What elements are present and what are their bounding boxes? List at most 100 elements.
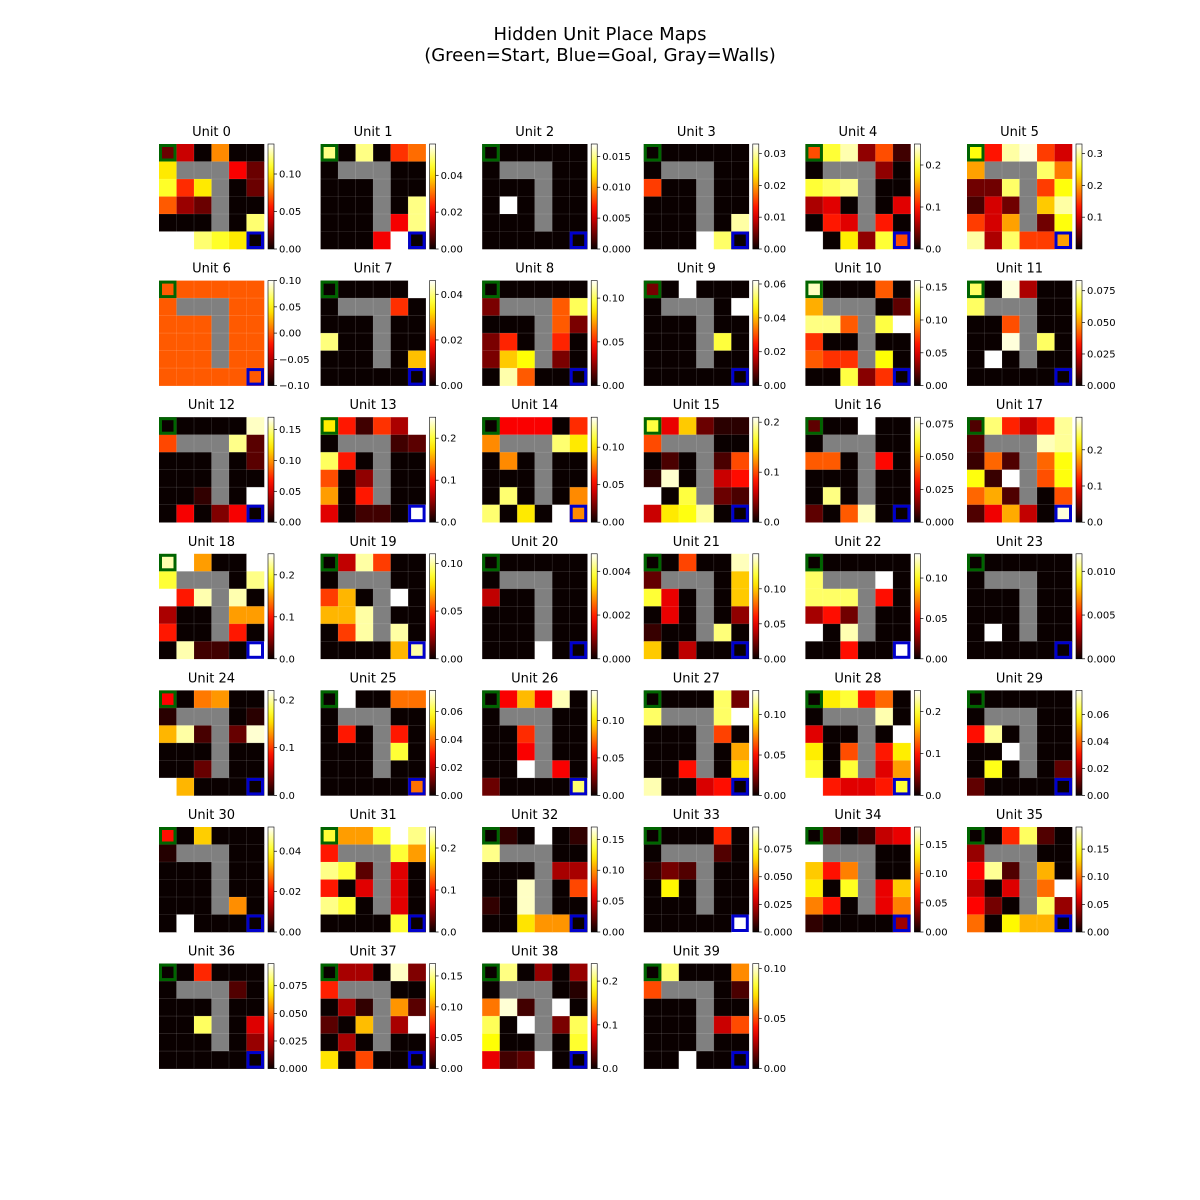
heatmap-cell (373, 844, 391, 863)
heatmap-cell (731, 452, 750, 470)
heatmap-cell (840, 879, 859, 898)
colorbar-tick-label: 0.05 (764, 1014, 786, 1025)
heatmap-cell (176, 862, 195, 880)
heatmap-cell (857, 504, 876, 523)
heatmap-cell (713, 161, 732, 180)
heatmap-cell (194, 333, 212, 351)
heatmap-cell (229, 417, 247, 435)
heatmap-cell (840, 777, 859, 796)
heatmap-cell (246, 981, 265, 999)
colorbar-tick-label: −0.05 (279, 355, 310, 366)
heatmap-cell (517, 998, 535, 1017)
heatmap-cell (552, 571, 570, 590)
heatmap-cell (1002, 862, 1020, 880)
heatmap-cell (355, 553, 374, 572)
colorbar-tick-label: 0.02 (441, 763, 463, 774)
heatmap-cell (482, 315, 500, 334)
heatmap-cell (194, 742, 212, 761)
colorbar-tick-label: 0.06 (441, 707, 463, 718)
heatmap-cell (805, 571, 824, 590)
heatmap-cell (713, 690, 732, 709)
heatmap-cell (534, 862, 553, 880)
heatmap-cell (1002, 707, 1020, 726)
heatmap-cell (499, 588, 518, 607)
heatmap-cell (713, 1033, 732, 1052)
heatmap-cell (661, 623, 680, 642)
heatmap-cell (229, 963, 247, 982)
heatmap-cell (643, 760, 662, 779)
heatmap-cell (482, 144, 500, 162)
heatmap-cell (482, 214, 500, 232)
colorbar (590, 553, 598, 660)
heatmap-cell (1037, 417, 1055, 435)
heatmap-cell (805, 707, 824, 726)
heatmap-cell (696, 298, 715, 316)
panel-title: Unit 37 (350, 945, 397, 960)
heatmap-cell (678, 350, 697, 369)
heatmap-cell (338, 707, 356, 726)
heatmap-cell (552, 144, 570, 162)
heatmap-cell (569, 196, 588, 215)
heatmap-cell (1054, 214, 1073, 232)
heatmap-cell (696, 487, 715, 505)
heatmap-cell (552, 606, 570, 625)
heatmap-cell (731, 161, 750, 180)
heatmap-cell (408, 998, 426, 1017)
heatmap-cell (355, 588, 374, 607)
colorbar-tick-label: 0.00 (279, 245, 301, 256)
colorbar-tick-label: 0.05 (279, 207, 301, 218)
heatmap-cell (661, 981, 680, 999)
heatmap-cell (731, 368, 750, 386)
heatmap-cell (246, 844, 265, 863)
heatmap-cell (338, 879, 356, 898)
heatmap-cell (967, 553, 985, 572)
heatmap-cell (355, 606, 374, 625)
heatmap-cell (338, 487, 356, 505)
heatmap-cell (194, 623, 212, 642)
heatmap-cell (1037, 333, 1055, 351)
heatmap-cell (246, 487, 265, 505)
heatmap-cell (373, 897, 391, 915)
heatmap-cell (840, 571, 859, 590)
heatmap-cell (482, 725, 500, 744)
colorbar (752, 416, 760, 523)
colorbar-tick-label: 0.0 (602, 1064, 618, 1075)
heatmap-cell (355, 827, 374, 845)
heatmap-cell (229, 196, 247, 215)
heatmap-cell (408, 981, 426, 999)
heatmap-cell (984, 742, 1003, 761)
heatmap-cell (320, 571, 339, 590)
panel-title: Unit 28 (834, 671, 881, 686)
colorbar (429, 690, 436, 796)
goal-marker (892, 914, 911, 932)
heatmap-cell (194, 981, 212, 999)
heatmap-cell (552, 333, 570, 351)
heatmap-cell (373, 963, 391, 982)
heatmap-cell (194, 161, 212, 180)
heatmap-cell (643, 214, 662, 232)
heatmap-cell (517, 231, 535, 250)
heatmap-cell (967, 298, 985, 316)
panel-title: Unit 11 (996, 262, 1043, 277)
heatmap-cell (731, 760, 750, 779)
heatmap-cell (805, 760, 824, 779)
heatmap-cell (159, 571, 177, 590)
heatmap-cell (569, 641, 588, 660)
start-marker (320, 553, 339, 572)
heatmap-cell (731, 179, 750, 197)
heatmap-cell (696, 196, 715, 215)
heatmap-cell (713, 623, 732, 642)
heatmap-cell (517, 179, 535, 197)
heatmap-cell (643, 844, 662, 863)
heatmap-cell (1019, 827, 1038, 845)
heatmap-cell (569, 161, 588, 180)
heatmap-cell (499, 504, 518, 523)
heatmap-cell (805, 623, 824, 642)
heatmap-cell (731, 1051, 750, 1069)
heatmap-cell (1054, 914, 1073, 933)
heatmap-cell (246, 452, 265, 470)
heatmap-cell (731, 742, 750, 761)
start-marker (805, 280, 823, 299)
heatmap-cell (390, 777, 409, 796)
